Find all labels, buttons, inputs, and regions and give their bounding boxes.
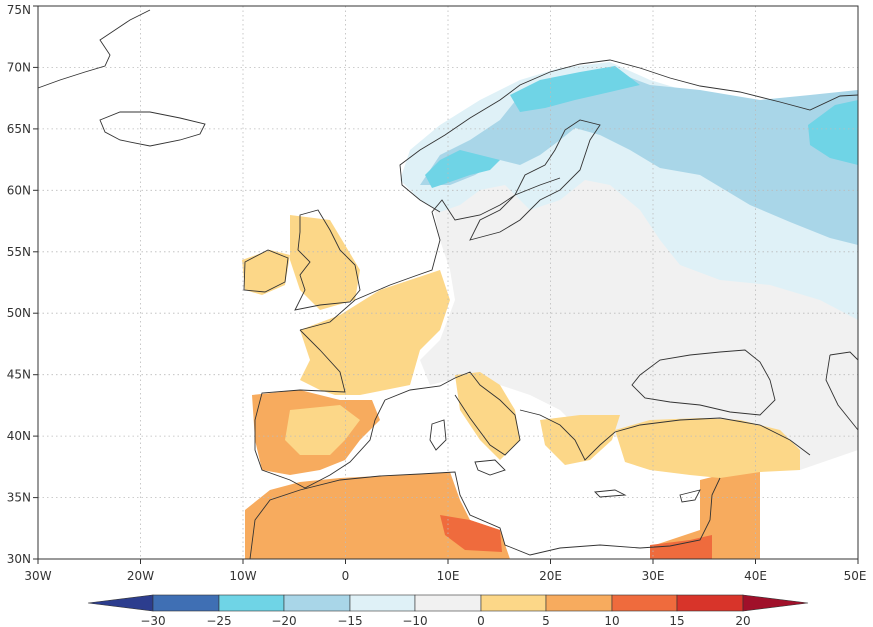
colorbar-label: 10: [604, 614, 619, 627]
coastline-mediterranean-north: [384, 371, 811, 461]
coastline-britain: [294, 209, 361, 311]
lon-tick-label: 10E: [437, 569, 460, 583]
near-zero-region: [420, 135, 858, 470]
lat-tick-label: 35N: [7, 491, 31, 505]
colorbar-label: 0: [477, 614, 485, 627]
warm-light-britain: [290, 215, 360, 310]
lon-tick-labels: 30W 20W 10W 0 10E 20E 30E 40E 50E: [24, 569, 866, 583]
colorbar-bin: [414, 594, 482, 612]
cold-mid-region: [420, 70, 858, 245]
colorbar-label: −25: [206, 614, 231, 627]
colorbar-bin: [283, 594, 351, 612]
coastline-north-africa: [249, 471, 721, 560]
graticule: [38, 6, 858, 559]
lon-tick-label: 50E: [844, 569, 867, 583]
colorbar: [87, 594, 809, 612]
warm-light-balkans: [540, 415, 620, 465]
warm-light-iberia-center: [285, 405, 360, 455]
lat-tick-label: 55N: [7, 245, 31, 259]
warm-strong-tunisia: [440, 515, 502, 552]
lon-tick-label: 30W: [24, 569, 51, 583]
coastline-cyprus: [679, 489, 701, 503]
anomaly-shading: [242, 62, 858, 559]
colorbar-bin: [349, 594, 416, 612]
coastline-europe-west: [299, 177, 561, 331]
coastline-iceland: [99, 111, 206, 147]
lon-tick-label: 20E: [539, 569, 562, 583]
colorbar-bin: [152, 594, 220, 612]
coastlines: [37, 9, 859, 560]
colorbar-bin: [611, 594, 678, 612]
colorbar-label: −10: [402, 614, 427, 627]
lon-tick-label: 0: [342, 569, 350, 583]
colorbar-label: 15: [669, 614, 684, 627]
coastline-baltic: [469, 119, 601, 241]
lon-tick-label: 30E: [642, 569, 665, 583]
warm-light-italy: [455, 372, 520, 460]
colorbar-label: −15: [337, 614, 362, 627]
colorbar-over-arrow: [742, 594, 809, 612]
coastline-greenland: [37, 9, 151, 89]
colorbar-bin: [676, 594, 744, 612]
cold-strong-region-east: [808, 100, 858, 165]
lat-tick-label: 75N: [7, 3, 31, 17]
coastline-sardinia: [429, 419, 447, 451]
colorbar-label: 20: [735, 614, 750, 627]
coastline-biscay-iberia: [254, 329, 386, 489]
coastline-sicily: [474, 459, 506, 476]
warm-north-africa: [245, 472, 510, 559]
coastline-ireland: [243, 249, 289, 293]
colorbar-bin: [545, 594, 613, 612]
colorbar-label: 5: [542, 614, 550, 627]
colorbar-label: −20: [271, 614, 296, 627]
lat-tick-label: 70N: [7, 60, 31, 74]
lat-tick-label: 65N: [7, 122, 31, 136]
colorbar-labels: −30 −25 −20 −15 −10 0 5 10 15 20: [140, 614, 750, 627]
lat-tick-label: 30N: [7, 552, 31, 566]
coastline-black-sea: [631, 349, 776, 416]
lon-tick-label: 10W: [229, 569, 256, 583]
coastline-caspian: [825, 351, 859, 431]
lon-tick-label: 20W: [127, 569, 154, 583]
colorbar-bin: [218, 594, 285, 612]
lat-tick-labels: 30N 35N 40N 45N 50N 55N 60N 65N 70N 75N: [7, 3, 31, 566]
cold-strong-region: [510, 66, 640, 112]
lat-tick-label: 40N: [7, 429, 31, 443]
lat-tick-label: 50N: [7, 306, 31, 320]
lat-tick-label: 60N: [7, 183, 31, 197]
warm-levant: [650, 470, 760, 559]
warm-light-anatolia: [615, 418, 800, 478]
colorbar-label: −30: [140, 614, 165, 627]
cold-strong-region-scandes: [425, 150, 500, 188]
tick-marks: [33, 5, 859, 564]
colorbar-under-arrow: [87, 594, 154, 612]
warm-light-ireland: [242, 250, 290, 295]
colorbar-bin: [480, 594, 547, 612]
coastline-scandinavia: [399, 59, 859, 213]
lon-tick-label: 40E: [744, 569, 767, 583]
warm-light-west: [300, 270, 450, 395]
coastline-crete: [594, 489, 627, 498]
lat-tick-label: 45N: [7, 368, 31, 382]
